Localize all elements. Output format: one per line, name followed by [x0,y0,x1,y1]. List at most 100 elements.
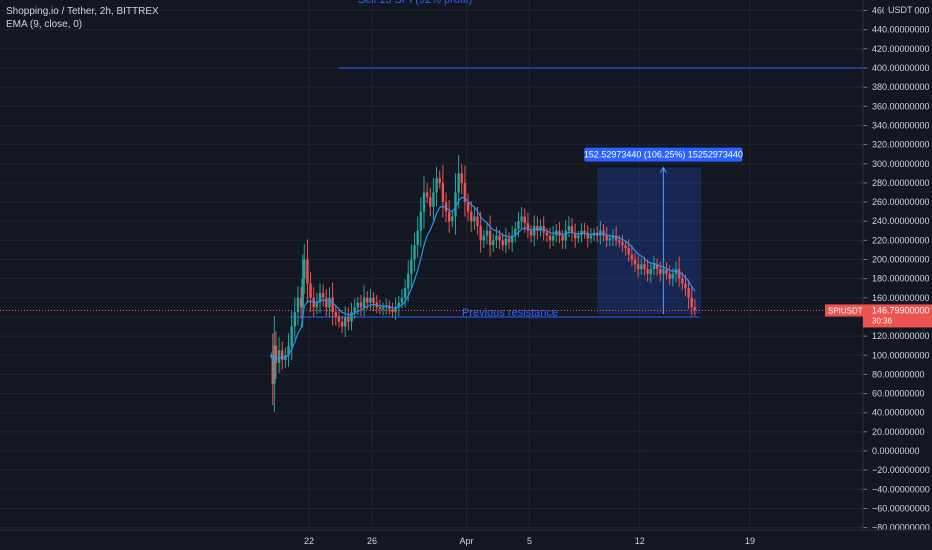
candle-body [684,283,687,289]
candle-body [570,225,574,233]
candle-body [548,235,552,241]
price-tick-label: 20.00000000 [872,427,925,437]
price-tick-label: 60.00000000 [872,389,925,399]
candle-body [504,238,508,246]
candle-body [331,297,334,313]
candle-body [605,235,608,241]
candle-body [466,202,470,212]
price-tick-label: 420.00000000 [872,44,930,54]
candle-body [273,345,276,384]
candle-body [315,302,319,308]
candle-body [602,230,605,236]
candle-body [460,173,463,183]
candle-body [378,307,382,310]
candle-body [520,216,523,222]
time-tick-label: Apr [459,536,473,546]
bar-countdown-label: 30:36 [872,316,893,325]
candle-body [492,240,495,246]
candle-body [425,192,429,198]
price-tick-label: 120.00000000 [872,331,930,341]
candle-body [687,288,690,298]
candle-body [381,307,385,310]
candle-body [463,182,467,203]
candle-body [372,297,375,303]
last-price-badge [863,304,932,328]
candle-body [627,248,630,255]
candle-body [659,269,662,274]
time-axis[interactable]: 22 26 Apr 5 12 19 [0,529,932,546]
candle-body [318,293,322,303]
measure-box[interactable] [597,167,702,315]
candle-body [356,302,360,308]
candle-body [290,326,293,346]
candle-body [303,259,306,279]
candle-body [410,259,413,274]
sell-note-text[interactable]: Sell 15 SPI (92% profit) [358,0,472,6]
candle-body [630,254,634,260]
price-tick-label: 320.00000000 [872,140,930,150]
candle-body [447,211,451,222]
price-tick-label: 340.00000000 [872,120,930,130]
candles [0,155,863,412]
candle-body [476,216,479,226]
candle-body [293,312,297,327]
ema-line [270,196,696,363]
candle-body [677,269,681,279]
price-tick-label: 280.00000000 [872,178,930,188]
candle-body [413,245,416,260]
candle-body [526,223,530,231]
candle-body [337,316,341,322]
candle-body [583,230,586,233]
candle-body [328,297,331,308]
candle-body [306,259,309,284]
candle-body [561,235,564,241]
candle-body [510,235,514,243]
candle-body [665,269,668,274]
resistance-label[interactable]: Previous resistance [462,307,558,319]
grid [0,0,863,530]
symbol-badge-label: SPIUSDT [828,306,863,315]
candle-body [621,242,624,246]
candle-body [359,302,363,308]
candle-body [514,228,517,236]
candle-body [551,235,555,241]
candle-body [419,211,423,231]
candle-body [362,297,366,308]
candle-body [301,278,304,308]
candle-body [400,297,404,303]
last-price-label: 146.79900000 [872,305,930,315]
candle-body [567,225,571,231]
candle-body [681,278,684,284]
candle-body [353,307,356,313]
candle-body [416,230,419,246]
candle-body [646,269,649,274]
price-tick-label: 240.00000000 [872,216,930,226]
price-axis[interactable]: 460.00000000440.00000000420.00000000400.… [825,0,932,533]
time-tick-label: 5 [527,536,532,546]
candle-body [498,235,501,241]
candle-body [662,269,665,274]
candle-body [690,297,693,308]
candle-body [614,235,618,241]
candle-body [545,232,549,236]
price-tick-label: 440.00000000 [872,25,930,35]
time-tick-label: 26 [367,536,377,546]
price-tick-label: 220.00000000 [872,235,930,245]
candle-body [643,264,646,270]
candle-body [529,230,533,236]
candle-body [435,178,438,193]
candle-body [533,225,536,236]
symbol-title: Shopping.io / Tether, 2h, BITTREX [6,6,159,17]
price-tick-label: 40.00000000 [872,408,925,418]
candle-body [564,230,567,241]
candle-body [407,273,410,289]
candle-body [432,192,435,207]
chart-legend: Shopping.io / Tether, 2h, BITTREX EMA (9… [6,5,159,31]
price-tick-label: 200.00000000 [872,255,930,265]
measure-arrow-head [659,166,667,173]
candle-body [422,192,426,212]
candle-body [636,264,640,270]
time-tick-label: 12 [635,536,645,546]
currency-label: USDT [888,5,913,15]
